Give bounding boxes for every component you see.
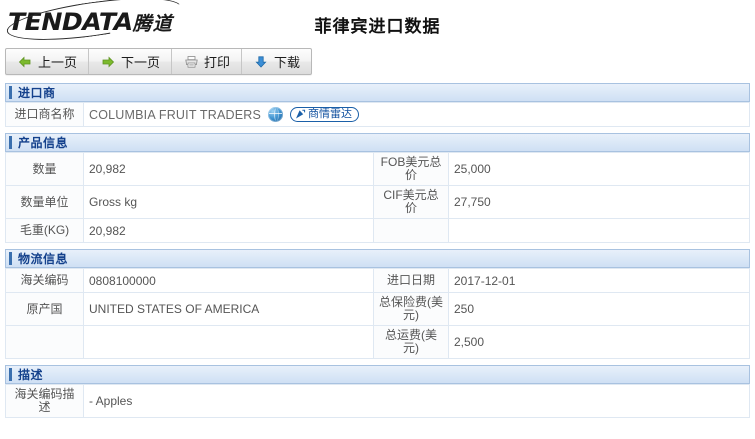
table-row: 进口商名称 COLUMBIA FRUIT TRADERS [5,102,750,127]
section-title-description: 描述 [18,368,44,382]
section-logistics: 物流信息 海关编码 0808100000 进口日期 2017-12-01 原产国… [5,249,750,359]
section-description: 描述 海关编码描述 - Apples [5,365,750,418]
globe-icon[interactable] [268,107,284,122]
table-row: 数量 20,982 FOB美元总价 25,000 [5,152,750,186]
table-row: 海关编码 0808100000 进口日期 2017-12-01 [5,268,750,293]
section-header-importer: 进口商 [5,83,750,102]
quantity-value: 20,982 [83,152,374,186]
hs-description-value: - Apples [83,384,750,418]
logistics-table: 海关编码 0808100000 进口日期 2017-12-01 原产国 UNIT… [5,268,750,359]
quantity-label: 数量 [5,152,84,186]
importer-name-cell: COLUMBIA FRUIT TRADERS 商情雷达 [83,102,750,127]
total-insurance-label: 总保险费(美元) [373,292,449,326]
print-button[interactable]: 打印 [172,49,243,74]
importer-table: 进口商名称 COLUMBIA FRUIT TRADERS [5,102,750,127]
section-title-logistics: 物流信息 [18,252,69,266]
section-title-importer: 进口商 [18,86,56,100]
next-page-button[interactable]: 下一页 [89,49,173,74]
import-date-value: 2017-12-01 [448,268,750,293]
business-radar-button[interactable]: 商情雷达 [290,107,360,122]
toolbar: 上一页 下一页 打印 [5,48,313,75]
table-row: 原产国 UNITED STATES OF AMERICA 总保险费(美元) 25… [5,292,750,326]
page-title: 菲律宾进口数据 [314,17,441,36]
section-importer: 进口商 进口商名称 COLUMBIA FRUIT TRADERS [5,83,750,127]
table-row: 毛重(KG) 20,982 [5,218,750,243]
total-freight-label: 总运费(美元) [373,325,449,359]
page-header: TENDATA 腾道 菲律宾进口数据 [0,0,755,48]
description-table: 海关编码描述 - Apples [5,384,750,418]
tendata-logo[interactable]: TENDATA 腾道 [8,8,173,36]
brand-chinese-text: 腾道 [132,14,173,35]
empty-value-cell [448,218,750,243]
arrow-down-blue-icon [253,54,269,70]
business-radar-label: 商情雷达 [308,108,353,120]
section-header-product: 产品信息 [5,133,750,152]
quantity-unit-value: Gross kg [83,185,374,219]
record-content: 进口商 进口商名称 COLUMBIA FRUIT TRADERS [0,75,755,418]
table-row: 海关编码描述 - Apples [5,384,750,418]
download-label: 下载 [274,55,301,70]
total-insurance-value: 250 [448,292,750,326]
product-table: 数量 20,982 FOB美元总价 25,000 数量单位 Gross kg C… [5,152,750,243]
radar-icon [295,109,306,120]
fob-total-label: FOB美元总价 [373,152,449,186]
printer-icon [183,54,199,70]
section-title-product: 产品信息 [18,136,69,150]
importer-name-label: 进口商名称 [5,102,84,127]
gross-weight-value: 20,982 [83,218,374,243]
quantity-unit-label: 数量单位 [5,185,84,219]
download-button[interactable]: 下载 [242,49,311,74]
total-freight-value: 2,500 [448,325,750,359]
hs-description-label: 海关编码描述 [5,384,84,418]
arrow-left-green-icon [17,54,33,70]
prev-page-button[interactable]: 上一页 [6,49,90,74]
table-row: 总运费(美元) 2,500 [5,325,750,359]
arrow-right-green-icon [100,54,116,70]
hs-code-label: 海关编码 [5,268,84,293]
next-page-label: 下一页 [121,55,161,70]
toolbar-container: 上一页 下一页 打印 [0,48,755,75]
hs-code-value: 0808100000 [83,268,374,293]
brand-latin-text: TENDATA [8,8,133,36]
cif-total-value: 27,750 [448,185,750,219]
empty-label-cell [5,325,84,359]
table-row: 数量单位 Gross kg CIF美元总价 27,750 [5,185,750,219]
print-label: 打印 [204,55,231,70]
origin-country-label: 原产国 [5,292,84,326]
section-header-description: 描述 [5,365,750,384]
prev-page-label: 上一页 [38,55,78,70]
importer-name-value: COLUMBIA FRUIT TRADERS [89,107,262,122]
gross-weight-label: 毛重(KG) [5,218,84,243]
fob-total-value: 25,000 [448,152,750,186]
import-date-label: 进口日期 [373,268,449,293]
cif-total-label: CIF美元总价 [373,185,449,219]
section-header-logistics: 物流信息 [5,249,750,268]
origin-country-value: UNITED STATES OF AMERICA [83,292,374,326]
section-product: 产品信息 数量 20,982 FOB美元总价 25,000 数量单位 Gross… [5,133,750,243]
empty-label-cell [373,218,449,243]
empty-value-cell [83,325,374,359]
